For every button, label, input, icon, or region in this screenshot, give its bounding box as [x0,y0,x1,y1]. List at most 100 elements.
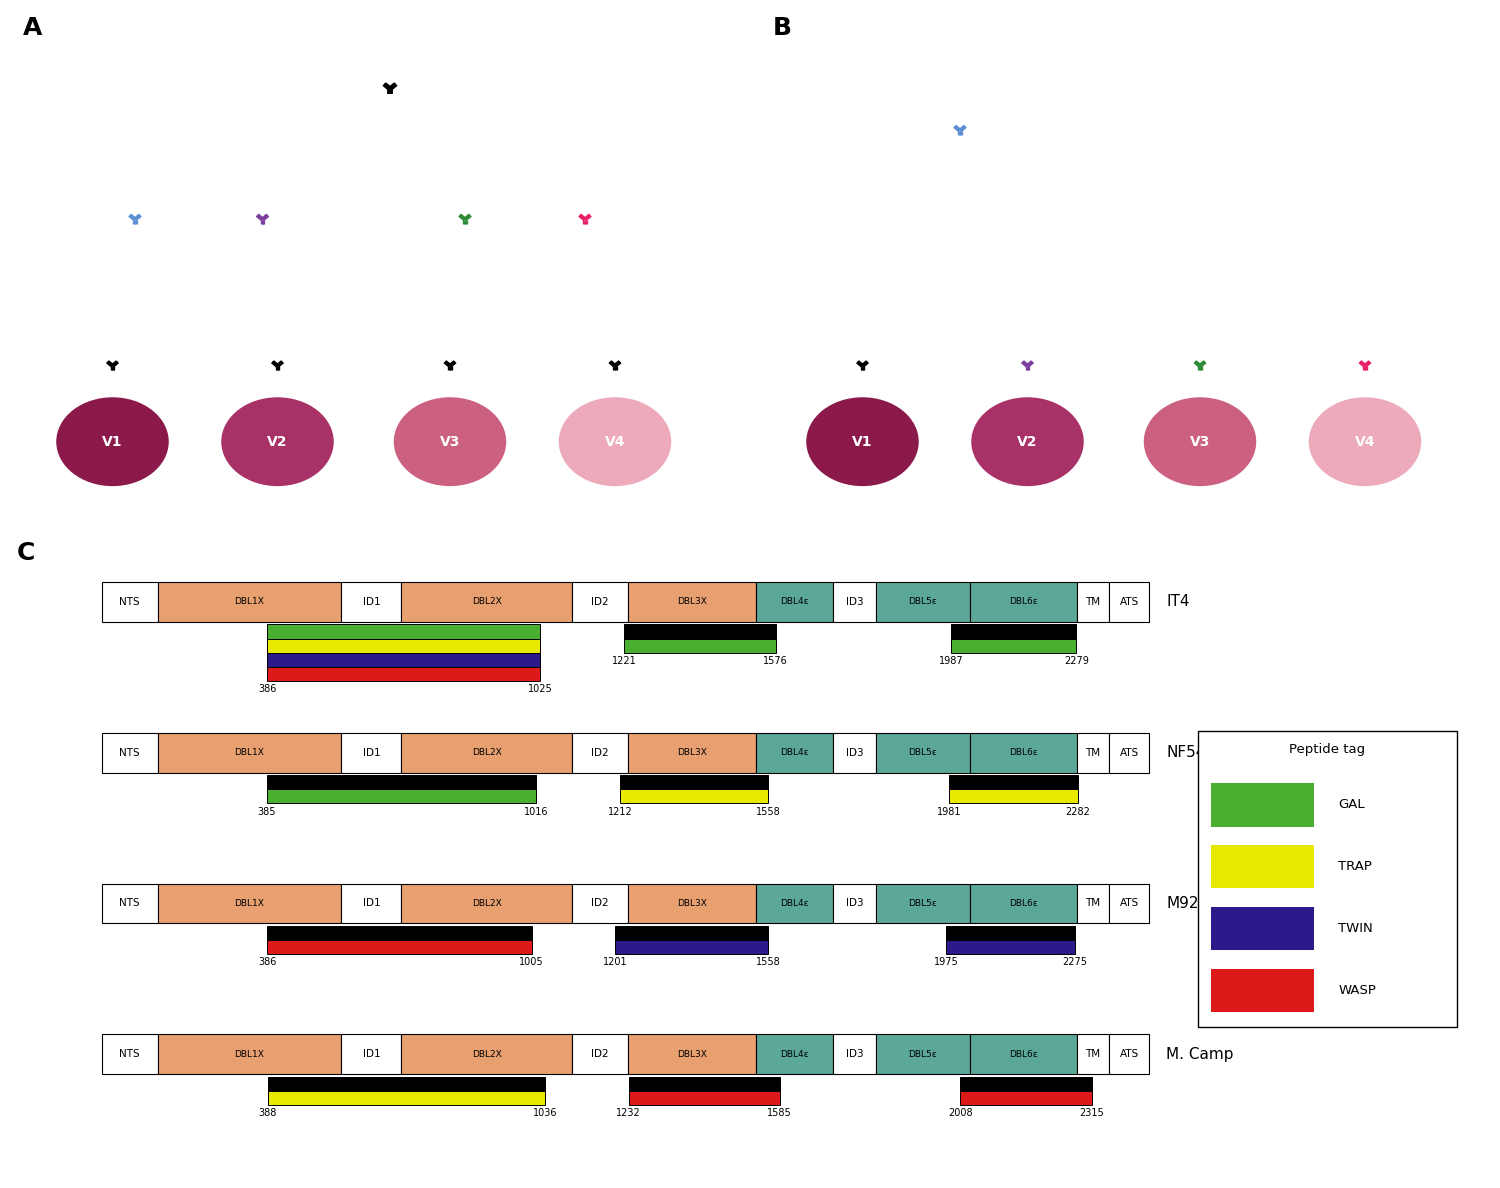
FancyBboxPatch shape [1077,582,1108,621]
FancyBboxPatch shape [960,1091,1092,1105]
FancyBboxPatch shape [620,775,768,789]
Ellipse shape [972,397,1083,486]
Text: 2315: 2315 [1080,1108,1104,1118]
Text: NTS: NTS [120,596,140,607]
FancyBboxPatch shape [102,733,158,772]
FancyBboxPatch shape [573,1035,628,1074]
Text: ID1: ID1 [363,898,380,909]
Ellipse shape [57,397,168,486]
FancyBboxPatch shape [833,1035,876,1074]
FancyBboxPatch shape [624,638,776,652]
Text: DBL3X: DBL3X [676,748,706,757]
FancyBboxPatch shape [402,884,573,923]
Text: V1: V1 [852,435,873,449]
FancyBboxPatch shape [624,625,776,638]
FancyBboxPatch shape [268,1076,544,1091]
FancyBboxPatch shape [946,940,1074,954]
FancyBboxPatch shape [158,733,342,772]
FancyBboxPatch shape [756,733,833,772]
FancyBboxPatch shape [628,1076,780,1091]
Text: NTS: NTS [120,747,140,758]
FancyBboxPatch shape [756,582,833,621]
Text: 1558: 1558 [756,807,780,816]
Text: TM: TM [1084,747,1101,758]
FancyBboxPatch shape [628,884,756,923]
Text: DBL5ε: DBL5ε [909,899,938,908]
Text: DBL4ε: DBL4ε [780,748,808,757]
Text: 1232: 1232 [616,1108,640,1118]
FancyBboxPatch shape [951,625,1077,638]
Text: ATS: ATS [1119,596,1138,607]
FancyBboxPatch shape [615,940,768,954]
FancyBboxPatch shape [950,775,1077,789]
Text: DBL2X: DBL2X [472,1050,501,1059]
Text: M. Camp: M. Camp [1167,1047,1234,1062]
FancyBboxPatch shape [833,733,876,772]
Text: NF54: NF54 [1167,745,1206,760]
FancyBboxPatch shape [102,582,158,621]
FancyBboxPatch shape [951,638,1077,652]
Ellipse shape [1308,397,1422,486]
FancyBboxPatch shape [628,733,756,772]
FancyBboxPatch shape [573,733,628,772]
FancyBboxPatch shape [267,775,537,789]
FancyBboxPatch shape [1077,884,1108,923]
Ellipse shape [807,397,918,486]
FancyBboxPatch shape [267,940,531,954]
Text: 385: 385 [258,807,276,816]
Text: ID1: ID1 [363,596,380,607]
Text: DBL6ε: DBL6ε [1010,748,1038,757]
Text: DBL5ε: DBL5ε [909,598,938,606]
Text: ID1: ID1 [363,747,380,758]
FancyBboxPatch shape [573,884,628,923]
Text: TM: TM [1084,596,1101,607]
Text: DBL1X: DBL1X [234,598,264,606]
Text: ID3: ID3 [846,898,862,909]
Text: 1981: 1981 [936,807,962,816]
FancyBboxPatch shape [158,1035,342,1074]
FancyBboxPatch shape [1077,1035,1108,1074]
Text: ID2: ID2 [591,596,609,607]
FancyBboxPatch shape [267,638,540,652]
FancyBboxPatch shape [970,1035,1077,1074]
Text: TM: TM [1084,898,1101,909]
Text: ATS: ATS [1119,1049,1138,1060]
FancyBboxPatch shape [833,582,876,621]
Text: ID3: ID3 [846,596,862,607]
Text: DBL3X: DBL3X [676,899,706,908]
FancyBboxPatch shape [876,1035,971,1074]
Text: 1585: 1585 [766,1108,792,1118]
Text: ID2: ID2 [591,898,609,909]
Text: TRAP: TRAP [1338,860,1372,873]
FancyBboxPatch shape [267,652,540,666]
FancyBboxPatch shape [756,1035,833,1074]
FancyBboxPatch shape [615,925,768,940]
Text: V4: V4 [604,435,625,449]
FancyBboxPatch shape [876,884,971,923]
FancyBboxPatch shape [946,925,1074,940]
Text: DBL5ε: DBL5ε [909,748,938,757]
FancyBboxPatch shape [628,1091,780,1105]
Text: 1016: 1016 [524,807,549,816]
Text: V1: V1 [102,435,123,449]
FancyBboxPatch shape [833,884,876,923]
Text: GAL: GAL [1338,798,1365,811]
Text: 1987: 1987 [939,656,964,665]
FancyBboxPatch shape [158,582,342,621]
Text: 1005: 1005 [519,958,544,967]
FancyBboxPatch shape [960,1076,1092,1091]
Text: DBL4ε: DBL4ε [780,1050,808,1059]
Text: 386: 386 [258,684,276,694]
FancyBboxPatch shape [342,1035,402,1074]
FancyBboxPatch shape [1212,845,1314,889]
Text: NTS: NTS [120,898,140,909]
FancyBboxPatch shape [1077,733,1108,772]
FancyBboxPatch shape [970,733,1077,772]
FancyBboxPatch shape [1108,1035,1149,1074]
Ellipse shape [393,397,506,486]
Text: ID3: ID3 [846,747,862,758]
Text: 1558: 1558 [756,958,780,967]
FancyBboxPatch shape [1212,906,1314,950]
Text: ID2: ID2 [591,1049,609,1060]
Text: DBL1X: DBL1X [234,1050,264,1059]
